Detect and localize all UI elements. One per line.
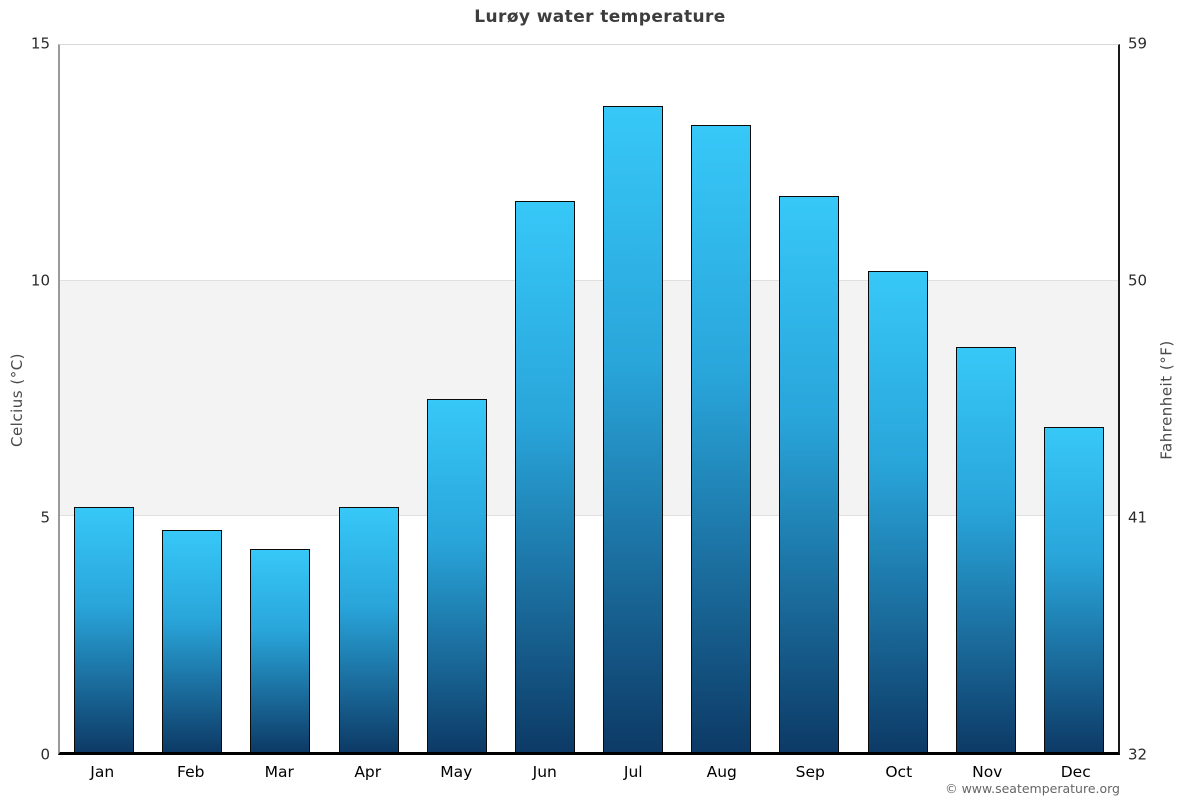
x-label-jun: Jun — [532, 763, 557, 781]
plot-area — [58, 44, 1120, 755]
x-label-jan: Jan — [90, 763, 115, 781]
x-label-dec: Dec — [1060, 763, 1091, 781]
x-label-jul: Jul — [623, 763, 643, 781]
bar-nov — [955, 346, 1016, 752]
x-label-may: May — [440, 763, 473, 781]
bar-slot-jun — [501, 45, 589, 752]
y-tick-left-15: 15 — [30, 34, 50, 53]
bar-slot-jul — [589, 45, 677, 752]
bar-jan — [74, 506, 135, 752]
bar-slot-sep — [765, 45, 853, 752]
bar-dec — [1043, 426, 1104, 752]
bar-slot-apr — [325, 45, 413, 752]
y-tick-left-10: 10 — [30, 271, 50, 290]
x-label-mar: Mar — [264, 763, 294, 781]
x-label-aug: Aug — [706, 763, 737, 781]
gridline-5 — [60, 515, 1118, 517]
y-tick-right-32: 32 — [1128, 745, 1148, 764]
x-label-sep: Sep — [795, 763, 825, 781]
bar-aug — [691, 125, 752, 752]
bar-feb — [162, 530, 223, 752]
y-axis-right-ticks: 32 41 50 59 — [1128, 36, 1188, 762]
bar-mar — [250, 549, 311, 752]
y-tick-left-5: 5 — [40, 508, 50, 527]
bar-slot-oct — [854, 45, 942, 752]
x-label-apr: Apr — [354, 763, 382, 781]
bar-apr — [338, 506, 399, 752]
watermark: © www.seatemperature.org — [945, 781, 1120, 796]
gridline-10 — [60, 279, 1118, 281]
y-tick-right-50: 50 — [1128, 271, 1148, 290]
y-axis-left-ticks: 0 5 10 15 — [0, 36, 50, 762]
bar-sep — [779, 195, 840, 752]
y-tick-right-59: 59 — [1128, 34, 1148, 53]
x-label-nov: Nov — [972, 763, 1003, 781]
bar-slot-may — [413, 45, 501, 752]
grid-band-5-10 — [60, 280, 1118, 517]
y-tick-left-0: 0 — [40, 745, 50, 764]
bar-slot-jan — [60, 45, 148, 752]
bar-jun — [514, 200, 575, 752]
bar-oct — [867, 271, 928, 752]
bar-may — [426, 398, 487, 752]
bar-jul — [603, 106, 664, 752]
bar-slot-nov — [942, 45, 1030, 752]
x-label-oct: Oct — [885, 763, 913, 781]
bar-slot-mar — [236, 45, 324, 752]
chart-title: Lurøy water temperature — [474, 7, 726, 27]
y-tick-right-41: 41 — [1128, 508, 1148, 527]
x-axis-labels: Jan Feb Mar Apr May Jun Jul Aug Sep Oct Nov Dec — [58, 758, 1120, 786]
bar-slot-feb — [148, 45, 236, 752]
bar-slot-aug — [677, 45, 765, 752]
x-label-feb: Feb — [177, 763, 205, 781]
bar-slot-dec — [1030, 45, 1118, 752]
